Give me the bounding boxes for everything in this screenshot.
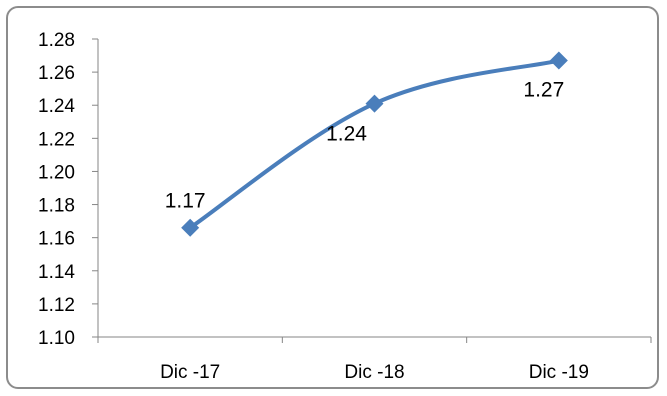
- y-tick-label: 1.22: [38, 129, 75, 150]
- y-axis-ticks: 1.10 1.12 1.14 1.16 1.18 1.20 1.22 1.24 1.26 1.28: [38, 30, 98, 349]
- data-point-marker: [365, 94, 384, 113]
- x-tick-label: Dic -19: [529, 362, 589, 383]
- series-group: [181, 51, 568, 237]
- data-label: 1.17: [165, 190, 206, 213]
- data-point-marker: [549, 51, 568, 70]
- y-tick-label: 1.20: [38, 162, 75, 183]
- data-point-marker: [181, 218, 200, 237]
- data-label: 1.24: [326, 123, 367, 146]
- chart-frame: [6, 6, 659, 389]
- chart-axes: [97, 39, 651, 338]
- x-tick-label: Dic -17: [160, 362, 220, 383]
- x-tick-label: Dic -18: [344, 362, 404, 383]
- data-labels: 1.17 1.24 1.27: [165, 79, 565, 213]
- x-axis-ticks: Dic -17 Dic -18 Dic -19: [97, 337, 652, 383]
- data-label: 1.27: [523, 79, 564, 102]
- y-tick-label: 1.14: [38, 262, 75, 283]
- y-tick-label: 1.10: [38, 328, 75, 349]
- y-tick-label: 1.24: [38, 96, 75, 117]
- y-tick-label: 1.28: [38, 30, 75, 51]
- y-tick-label: 1.18: [38, 196, 75, 217]
- y-tick-label: 1.12: [38, 295, 75, 316]
- series-line: [188, 58, 561, 230]
- y-tick-label: 1.26: [38, 63, 75, 84]
- y-tick-label: 1.16: [38, 229, 75, 250]
